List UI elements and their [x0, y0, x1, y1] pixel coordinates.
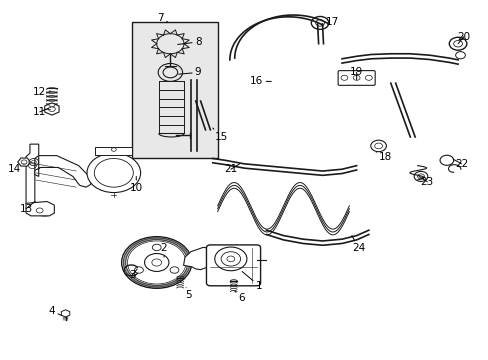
Text: 9: 9	[178, 67, 201, 77]
Bar	[132, 22, 217, 158]
FancyBboxPatch shape	[206, 245, 260, 286]
Text: 3: 3	[129, 269, 137, 280]
Text: 21: 21	[224, 164, 239, 174]
Polygon shape	[26, 144, 49, 216]
Text: 12: 12	[33, 87, 50, 97]
Text: 1: 1	[242, 271, 262, 291]
Text: 23: 23	[418, 176, 433, 187]
Polygon shape	[18, 158, 30, 166]
Text: 15: 15	[212, 128, 227, 142]
Text: 24: 24	[351, 235, 365, 253]
Text: 10: 10	[129, 176, 142, 193]
Text: 7: 7	[157, 13, 167, 23]
Text: 11: 11	[33, 107, 48, 117]
Text: 5: 5	[185, 288, 191, 301]
Text: 6: 6	[234, 291, 245, 303]
Text: 19: 19	[349, 67, 363, 80]
Text: 14: 14	[8, 164, 24, 174]
Text: 13: 13	[20, 202, 35, 214]
Text: 4: 4	[48, 306, 61, 316]
Text: 22: 22	[452, 159, 467, 169]
Polygon shape	[44, 103, 59, 115]
Text: 2: 2	[161, 243, 167, 257]
Polygon shape	[35, 156, 91, 187]
Text: 18: 18	[375, 152, 392, 162]
Circle shape	[94, 158, 133, 187]
Text: 16: 16	[249, 76, 271, 86]
Polygon shape	[26, 202, 54, 216]
Circle shape	[87, 153, 141, 193]
Text: 20: 20	[456, 32, 469, 44]
Bar	[95, 147, 132, 155]
Polygon shape	[183, 247, 217, 270]
FancyBboxPatch shape	[337, 71, 374, 85]
Text: 8: 8	[177, 37, 201, 47]
Text: 17: 17	[322, 17, 338, 27]
